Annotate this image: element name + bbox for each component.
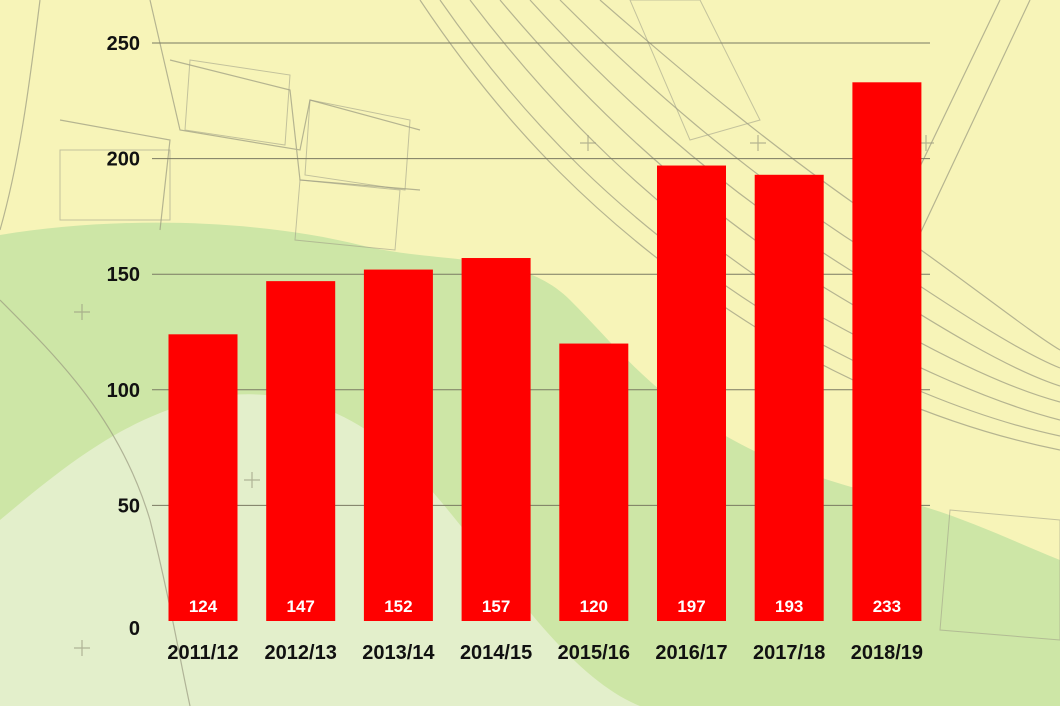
y-tick-label: 250: [107, 33, 140, 55]
data-label: 147: [287, 597, 315, 616]
bar: [168, 334, 238, 621]
data-label: 124: [189, 597, 218, 616]
x-tick-label: 2017/18: [753, 642, 825, 664]
bar: [754, 174, 824, 621]
y-tick-label: 150: [107, 264, 140, 286]
bar: [657, 165, 726, 621]
x-tick-label: 2011/12: [167, 642, 238, 664]
bar: [852, 82, 922, 621]
bar: [461, 258, 531, 621]
y-axis: 0 50 100 150 200 250: [107, 33, 140, 640]
data-labels: 124 147 152 157 120 197 193 233: [189, 597, 901, 616]
y-tick-label: 100: [107, 380, 140, 402]
y-tick-label: 0: [129, 618, 140, 640]
bar: [266, 281, 336, 621]
x-tick-label: 2018/19: [851, 642, 923, 664]
data-label: 152: [384, 597, 412, 616]
data-label: 157: [482, 597, 510, 616]
x-tick-label: 2016/17: [655, 642, 727, 664]
data-label: 120: [580, 597, 608, 616]
bar: [559, 343, 629, 621]
y-tick-label: 200: [107, 149, 140, 171]
x-tick-label: 2013/14: [362, 642, 435, 664]
x-tick-label: 2015/16: [558, 642, 630, 664]
x-tick-label: 2012/13: [265, 642, 337, 664]
bars: [168, 82, 922, 621]
y-tick-label: 50: [118, 495, 140, 517]
x-tick-label: 2014/15: [460, 642, 532, 664]
data-label: 233: [873, 597, 901, 616]
data-label: 193: [775, 597, 803, 616]
bar: [363, 269, 433, 621]
data-label: 197: [677, 597, 705, 616]
x-axis: 2011/12 2012/13 2013/14 2014/15 2015/16 2016/…: [167, 642, 923, 664]
